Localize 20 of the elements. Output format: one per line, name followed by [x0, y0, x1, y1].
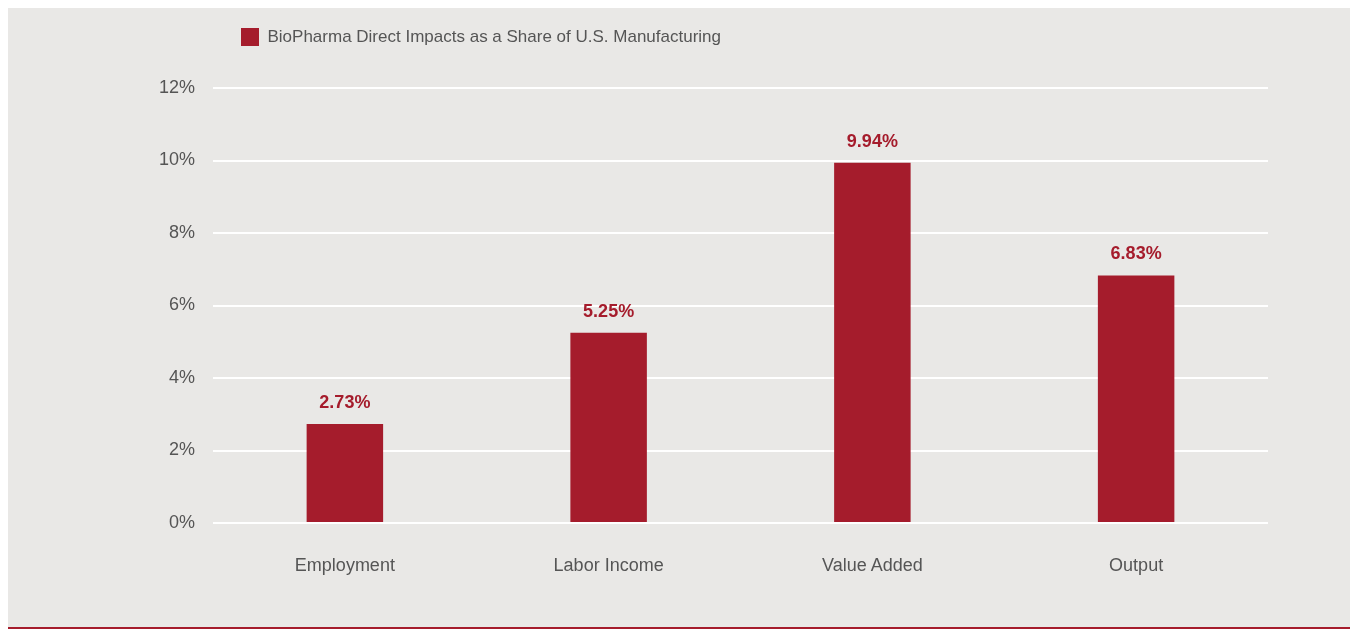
data-label: 9.94% [846, 130, 898, 151]
y-tick-label: 12% [158, 76, 195, 97]
data-label: 5.25% [583, 300, 635, 321]
data-label: 2.73% [319, 392, 371, 413]
x-tick-label: Value Added [821, 554, 923, 575]
y-tick-label: 4% [168, 366, 195, 387]
data-label: 6.83% [1110, 243, 1162, 264]
bar [306, 424, 384, 522]
y-tick-label: 2% [168, 439, 195, 460]
bar [834, 162, 911, 522]
x-tick-label: Output [1109, 554, 1164, 575]
y-tick-label: 6% [168, 294, 195, 315]
x-tick-label: Employment [294, 554, 395, 575]
y-tick-label: 0% [168, 511, 195, 532]
x-tick-label: Labor Income [553, 554, 664, 575]
bar [1097, 275, 1175, 522]
bar [570, 332, 647, 522]
y-tick-label: 8% [168, 221, 195, 242]
legend-label: BioPharma Direct Impacts as a Share of U.S. Manufacturing [267, 26, 722, 46]
y-tick-label: 10% [158, 149, 195, 170]
